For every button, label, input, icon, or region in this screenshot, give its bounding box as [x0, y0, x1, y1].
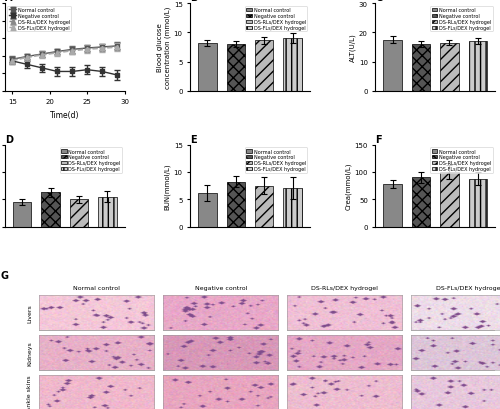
- FancyBboxPatch shape: [411, 375, 500, 409]
- Text: A: A: [5, 0, 12, 3]
- Bar: [384, 40, 402, 92]
- Bar: [255, 41, 274, 92]
- Bar: [226, 182, 245, 227]
- Y-axis label: Blood glucose
concentration (mmol/L): Blood glucose concentration (mmol/L): [158, 7, 171, 89]
- Bar: [468, 179, 487, 227]
- Bar: [98, 197, 116, 227]
- Y-axis label: BUN(mmol/L): BUN(mmol/L): [164, 163, 171, 209]
- Text: D: D: [5, 135, 13, 144]
- Bar: [440, 43, 458, 92]
- FancyBboxPatch shape: [287, 375, 403, 409]
- FancyBboxPatch shape: [411, 296, 500, 330]
- Y-axis label: ALT(U/L): ALT(U/L): [350, 34, 356, 62]
- FancyBboxPatch shape: [164, 296, 278, 330]
- Legend: Normal control, Negative control, DS-RLs/DEX hydrogel, DS-FLs/DEX hydrogel: Normal control, Negative control, DS-RLs…: [8, 7, 72, 32]
- Legend: Normal control, Negative control, DS-RLs/DEX hydrogel, DS-FLs/DEX hydrogel: Normal control, Negative control, DS-RLs…: [60, 148, 122, 173]
- Bar: [412, 45, 430, 92]
- Text: G: G: [0, 270, 8, 280]
- FancyBboxPatch shape: [40, 335, 154, 370]
- Text: Livers: Livers: [27, 304, 32, 322]
- Text: Normal control: Normal control: [74, 286, 120, 291]
- FancyBboxPatch shape: [164, 335, 278, 370]
- FancyBboxPatch shape: [164, 375, 278, 409]
- FancyBboxPatch shape: [287, 296, 403, 330]
- Text: C: C: [376, 0, 382, 3]
- FancyBboxPatch shape: [287, 335, 403, 370]
- Bar: [255, 186, 274, 227]
- Legend: Normal control, Negative control, DS-RLs/DEX hydrogel, DS-FLs/DEX hydrogel: Normal control, Negative control, DS-RLs…: [430, 7, 492, 32]
- Legend: Normal control, Negative control, DS-RLs/DEX hydrogel, DS-FLs/DEX hydrogel: Normal control, Negative control, DS-RLs…: [245, 148, 308, 173]
- Text: E: E: [190, 135, 197, 144]
- Text: Negative control: Negative control: [194, 286, 247, 291]
- Bar: [384, 184, 402, 227]
- FancyBboxPatch shape: [40, 375, 154, 409]
- Bar: [284, 39, 302, 92]
- Bar: [42, 193, 60, 227]
- Text: DS-RLs/DEX hydrogel: DS-RLs/DEX hydrogel: [312, 286, 378, 291]
- Text: F: F: [376, 135, 382, 144]
- Bar: [284, 189, 302, 227]
- Bar: [198, 193, 216, 227]
- X-axis label: Time(d): Time(d): [50, 111, 80, 120]
- Bar: [468, 42, 487, 92]
- FancyBboxPatch shape: [40, 296, 154, 330]
- Bar: [412, 178, 430, 227]
- Legend: Normal control, Negative control, DS-RLs/DEX hydrogel, DS-FLs/DEX hydrogel: Normal control, Negative control, DS-RLs…: [430, 148, 492, 173]
- Legend: Normal control, Negative control, DS-RLs/DEX hydrogel, DS-FLs/DEX hydrogel: Normal control, Negative control, DS-RLs…: [245, 7, 308, 32]
- Text: DS-FLs/DEX hydrogel: DS-FLs/DEX hydrogel: [436, 286, 500, 291]
- Bar: [70, 200, 88, 227]
- Bar: [226, 45, 245, 92]
- Text: Ankle skins: Ankle skins: [27, 375, 32, 409]
- FancyBboxPatch shape: [411, 335, 500, 370]
- Bar: [198, 44, 216, 92]
- Text: Kidneys: Kidneys: [27, 340, 32, 365]
- Text: B: B: [190, 0, 198, 3]
- Y-axis label: Crea(mmol/L): Crea(mmol/L): [345, 162, 352, 210]
- Bar: [440, 173, 458, 227]
- Bar: [13, 202, 32, 227]
